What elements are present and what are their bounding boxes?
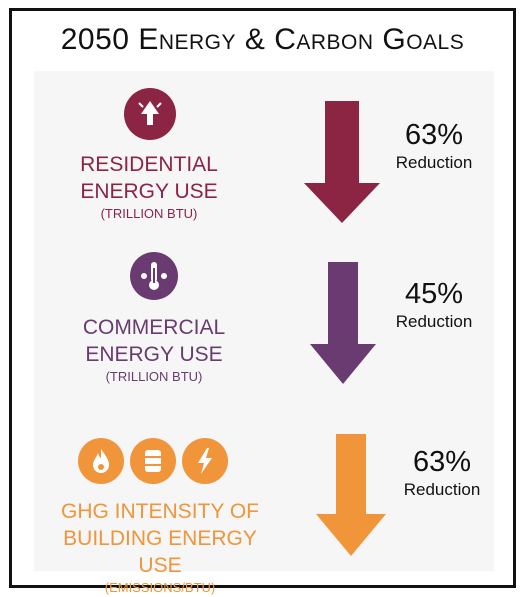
commercial-label-line2: ENERGY USE: [85, 343, 223, 366]
ghg-label-line1: GHG INTENSITY OF: [61, 500, 259, 523]
commercial-value: 45%: [404, 278, 464, 310]
ghg-unit: (EMISSIONS/BTU): [104, 580, 216, 595]
page-title: 2050 Energy & Carbon Goals: [60, 23, 465, 56]
thermometer-icon: [130, 252, 178, 300]
ghg-value: 63%: [412, 446, 472, 478]
ghg-label: GHG INTENSITY OF BUILDING ENERGY USE (EM…: [40, 498, 280, 597]
residential-change: Reduction: [395, 153, 473, 172]
commercial-change: Reduction: [395, 312, 473, 331]
residential-value: 63%: [404, 119, 464, 151]
ghg-icons: [78, 438, 238, 488]
flame-icon: [78, 438, 124, 484]
lamp-icon: [124, 88, 176, 140]
ghg-change: Reduction: [403, 480, 481, 499]
ghg-down-arrow: [316, 434, 386, 556]
commercial-down-arrow: [310, 262, 376, 384]
lightning-icon: [182, 438, 228, 484]
ghg-label-line2: BUILDING ENERGY USE: [63, 527, 257, 577]
commercial-unit: (TRILLION BTU): [105, 369, 203, 384]
residential-label-line2: ENERGY USE: [80, 180, 218, 203]
commercial-label: COMMERCIAL ENERGY USE (TRILLION BTU): [69, 314, 239, 386]
fuel-barrel-icon: [130, 438, 176, 484]
residential-down-arrow: [304, 101, 380, 223]
goals-card: 2050 Energy & Carbon Goals RESIDENTIAL E…: [9, 8, 516, 595]
residential-label-line1: RESIDENTIAL: [80, 153, 218, 176]
commercial-label-line1: COMMERCIAL: [82, 316, 226, 339]
residential-unit: (TRILLION BTU): [100, 206, 198, 221]
residential-label: RESIDENTIAL ENERGY USE (TRILLION BTU): [69, 151, 229, 223]
goals-panel: RESIDENTIAL ENERGY USE (TRILLION BTU) 63…: [34, 71, 494, 595]
